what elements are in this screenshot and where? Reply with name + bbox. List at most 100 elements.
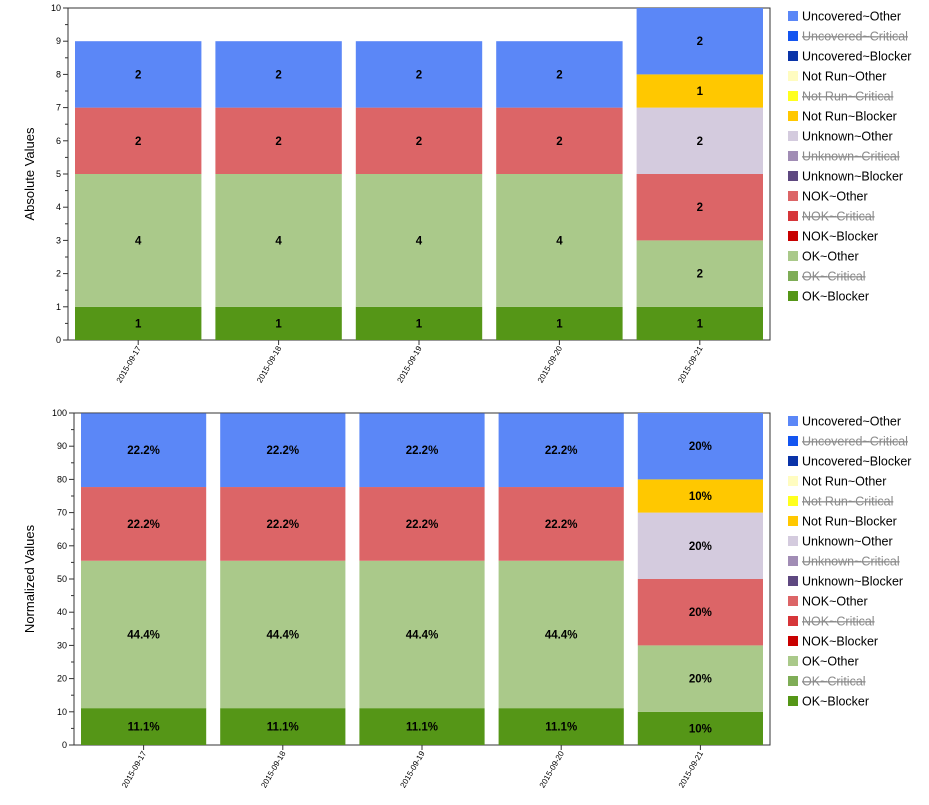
norm-y-tick-label: 0 bbox=[62, 740, 67, 750]
norm-legend-item-nok-other[interactable]: NOK~Other bbox=[788, 595, 868, 609]
abs-bar-nok-other-2015-09-21[interactable] bbox=[636, 174, 763, 241]
abs-bar-uncovered-other-2015-09-21[interactable] bbox=[636, 8, 763, 75]
abs-bar-ok-other-2015-09-18[interactable] bbox=[215, 174, 342, 307]
norm-bar-ok-other-2015-09-19[interactable] bbox=[359, 560, 485, 709]
abs-bar-ok-blocker-2015-09-17[interactable] bbox=[75, 306, 202, 340]
abs-legend-item-nok-blocker[interactable]: NOK~Blocker bbox=[788, 230, 878, 244]
norm-legend-label: OK~Other bbox=[802, 655, 859, 669]
norm-bar-ok-other-2015-09-17[interactable] bbox=[81, 560, 207, 709]
abs-bar-label-unknown-other-2015-09-21: 2 bbox=[697, 136, 703, 148]
abs-y-tick-label: 10 bbox=[51, 3, 61, 13]
norm-y-tick-label: 90 bbox=[57, 441, 67, 451]
abs-bar-ok-blocker-2015-09-21[interactable] bbox=[636, 306, 763, 340]
abs-legend-item-unknown-blocker[interactable]: Unknown~Blocker bbox=[788, 170, 903, 184]
norm-bar-ok-other-2015-09-18[interactable] bbox=[220, 560, 346, 709]
abs-bar-nok-other-2015-09-19[interactable] bbox=[355, 107, 483, 174]
abs-legend-swatch bbox=[788, 251, 798, 261]
norm-bar-nok-other-2015-09-20[interactable] bbox=[498, 487, 624, 561]
abs-bar-ok-other-2015-09-19[interactable] bbox=[355, 174, 483, 307]
abs-bar-ok-other-2015-09-20[interactable] bbox=[496, 174, 623, 307]
abs-legend-item-not-run-blocker[interactable]: Not Run~Blocker bbox=[788, 110, 897, 124]
norm-bar-ok-other-2015-09-20[interactable] bbox=[498, 560, 624, 709]
norm-bar-ok-blocker-2015-09-18[interactable] bbox=[220, 708, 346, 745]
norm-bar-uncovered-other-2015-09-21[interactable] bbox=[637, 413, 763, 480]
norm-y-tick-label: 50 bbox=[57, 574, 67, 584]
norm-bar-nok-other-2015-09-21[interactable] bbox=[637, 579, 763, 646]
abs-legend-item-uncovered-blocker[interactable]: Uncovered~Blocker bbox=[788, 50, 911, 64]
abs-bar-uncovered-other-2015-09-18[interactable] bbox=[215, 41, 342, 108]
norm-legend-item-not-run-other[interactable]: Not Run~Other bbox=[788, 475, 886, 489]
abs-legend-item-ok-blocker[interactable]: OK~Blocker bbox=[788, 290, 869, 304]
norm-legend-item-not-run-critical[interactable]: Not Run~Critical bbox=[788, 495, 893, 509]
norm-x-tick-label: 2015-09-19 bbox=[398, 749, 427, 789]
norm-legend-item-uncovered-critical[interactable]: Uncovered~Critical bbox=[788, 435, 908, 449]
abs-bar-uncovered-other-2015-09-20[interactable] bbox=[496, 41, 623, 108]
abs-bar-label-uncovered-other-2015-09-20: 2 bbox=[556, 69, 562, 81]
abs-bar-label-nok-other-2015-09-20: 2 bbox=[556, 136, 562, 148]
norm-legend-item-ok-other[interactable]: OK~Other bbox=[788, 655, 859, 669]
norm-bar-nok-other-2015-09-19[interactable] bbox=[359, 487, 485, 561]
norm-bar-uncovered-other-2015-09-20[interactable] bbox=[498, 413, 624, 488]
abs-legend-item-ok-critical[interactable]: OK~Critical bbox=[788, 270, 866, 284]
norm-bar-uncovered-other-2015-09-19[interactable] bbox=[359, 413, 485, 488]
norm-legend-swatch bbox=[788, 596, 798, 606]
abs-legend-swatch bbox=[788, 11, 798, 21]
norm-bar-label-not-run-blocker-2015-09-21: 10% bbox=[689, 491, 712, 503]
norm-bar-label-ok-blocker-2015-09-19: 11.1% bbox=[406, 722, 438, 734]
norm-bar-uncovered-other-2015-09-17[interactable] bbox=[81, 413, 207, 488]
norm-bar-not-run-blocker-2015-09-21[interactable] bbox=[637, 479, 763, 513]
abs-y-tick-label: 0 bbox=[56, 335, 61, 345]
norm-legend-item-unknown-critical[interactable]: Unknown~Critical bbox=[788, 555, 900, 569]
abs-bar-ok-blocker-2015-09-18[interactable] bbox=[215, 306, 342, 340]
norm-x-tick-label: 2015-09-17 bbox=[120, 749, 149, 789]
abs-bar-nok-other-2015-09-18[interactable] bbox=[215, 107, 342, 174]
abs-legend-label: Unknown~Other bbox=[802, 130, 893, 144]
norm-legend-item-uncovered-other[interactable]: Uncovered~Other bbox=[788, 415, 901, 429]
abs-bar-not-run-blocker-2015-09-21[interactable] bbox=[636, 74, 763, 108]
norm-y-axis-title: Normalized Values bbox=[22, 524, 37, 633]
norm-bar-label-uncovered-other-2015-09-17: 22.2% bbox=[127, 445, 160, 457]
norm-legend-item-uncovered-blocker[interactable]: Uncovered~Blocker bbox=[788, 455, 911, 469]
abs-y-tick-label: 8 bbox=[56, 69, 61, 79]
norm-legend-item-nok-blocker[interactable]: NOK~Blocker bbox=[788, 635, 878, 649]
abs-legend-item-nok-critical[interactable]: NOK~Critical bbox=[788, 210, 875, 224]
norm-bar-nok-other-2015-09-18[interactable] bbox=[220, 487, 346, 561]
abs-bar-ok-other-2015-09-17[interactable] bbox=[75, 174, 202, 307]
abs-legend-item-uncovered-other[interactable]: Uncovered~Other bbox=[788, 10, 901, 24]
abs-bar-ok-other-2015-09-21[interactable] bbox=[636, 240, 763, 307]
abs-legend-item-unknown-other[interactable]: Unknown~Other bbox=[788, 130, 893, 144]
norm-legend-item-unknown-other[interactable]: Unknown~Other bbox=[788, 535, 893, 549]
abs-legend-item-uncovered-critical[interactable]: Uncovered~Critical bbox=[788, 30, 908, 44]
abs-legend-item-nok-other[interactable]: NOK~Other bbox=[788, 190, 868, 204]
norm-legend-item-ok-critical[interactable]: OK~Critical bbox=[788, 675, 866, 689]
norm-bar-label-nok-other-2015-09-19: 22.2% bbox=[406, 519, 439, 531]
norm-bar-ok-blocker-2015-09-21[interactable] bbox=[637, 711, 763, 745]
norm-bar-ok-blocker-2015-09-20[interactable] bbox=[498, 708, 624, 745]
abs-bar-ok-blocker-2015-09-20[interactable] bbox=[496, 306, 623, 340]
norm-legend-item-not-run-blocker[interactable]: Not Run~Blocker bbox=[788, 515, 897, 529]
abs-bar-nok-other-2015-09-20[interactable] bbox=[496, 107, 623, 174]
norm-bar-ok-blocker-2015-09-17[interactable] bbox=[81, 708, 207, 745]
norm-bar-nok-other-2015-09-17[interactable] bbox=[81, 487, 207, 561]
abs-legend-item-not-run-other[interactable]: Not Run~Other bbox=[788, 70, 886, 84]
abs-bar-ok-blocker-2015-09-19[interactable] bbox=[355, 306, 483, 340]
norm-legend-swatch bbox=[788, 636, 798, 646]
abs-legend-item-not-run-critical[interactable]: Not Run~Critical bbox=[788, 90, 893, 104]
norm-legend-item-unknown-blocker[interactable]: Unknown~Blocker bbox=[788, 575, 903, 589]
norm-bar-label-ok-other-2015-09-20: 44.4% bbox=[545, 629, 578, 641]
norm-bar-unknown-other-2015-09-21[interactable] bbox=[637, 512, 763, 579]
norm-bar-ok-other-2015-09-21[interactable] bbox=[637, 645, 763, 712]
norm-bar-uncovered-other-2015-09-18[interactable] bbox=[220, 413, 346, 488]
norm-bar-ok-blocker-2015-09-19[interactable] bbox=[359, 708, 485, 745]
norm-legend-item-ok-blocker[interactable]: OK~Blocker bbox=[788, 695, 869, 709]
abs-bar-uncovered-other-2015-09-19[interactable] bbox=[355, 41, 483, 108]
abs-legend-item-unknown-critical[interactable]: Unknown~Critical bbox=[788, 150, 900, 164]
abs-bar-nok-other-2015-09-17[interactable] bbox=[75, 107, 202, 174]
abs-bar-uncovered-other-2015-09-17[interactable] bbox=[75, 41, 202, 108]
norm-y-tick-label: 100 bbox=[52, 408, 67, 418]
norm-legend-swatch bbox=[788, 456, 798, 466]
norm-legend-item-nok-critical[interactable]: NOK~Critical bbox=[788, 615, 875, 629]
norm-legend-swatch bbox=[788, 476, 798, 486]
abs-bar-unknown-other-2015-09-21[interactable] bbox=[636, 107, 763, 174]
abs-legend-item-ok-other[interactable]: OK~Other bbox=[788, 250, 859, 264]
